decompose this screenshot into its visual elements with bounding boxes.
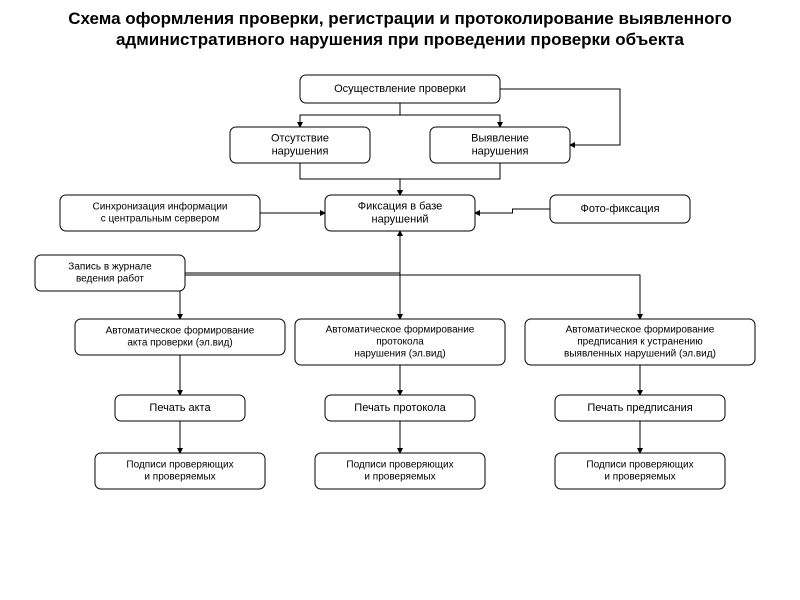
node-label: Фото-фиксация	[580, 202, 659, 214]
node-label: Отсутствие	[271, 132, 329, 144]
node-label: Подписи проверяющих	[346, 459, 453, 470]
node-label: Выявление	[471, 132, 529, 144]
flow-node-n5: Синхронизация информациис центральным се…	[60, 195, 260, 231]
edge	[300, 103, 400, 127]
flow-node-n2: Отсутствиенарушения	[230, 127, 370, 163]
node-label: Запись в журнале	[68, 261, 152, 272]
flow-node-n14: Подписи проверяющихи проверяемых	[95, 453, 265, 489]
flow-node-n8: Автоматическое формированиеакта проверки…	[75, 319, 285, 355]
nodes-layer: Осуществление проверкиОтсутствиенарушени…	[35, 75, 755, 489]
node-label: и проверяемых	[144, 471, 215, 482]
edge	[400, 103, 500, 127]
node-label: нарушения	[272, 145, 329, 157]
node-label: Подписи проверяющих	[126, 459, 233, 470]
flow-node-n7: Запись в журналеведения работ	[35, 255, 185, 291]
flow-node-n13: Печать предписания	[555, 395, 725, 421]
node-label: нарушения (эл.вид)	[354, 348, 445, 359]
node-label: Автоматическое формирование	[106, 324, 255, 336]
node-label: Автоматическое формирование	[566, 323, 715, 335]
node-label: Автоматическое формирование	[326, 323, 475, 335]
edge	[180, 231, 400, 319]
edge	[300, 163, 400, 195]
flow-node-n11: Печать акта	[115, 395, 245, 421]
flow-node-n4: Фиксация в базенарушений	[325, 195, 475, 231]
node-label: Осуществление проверки	[334, 82, 466, 94]
node-label: Фиксация в базе	[358, 200, 443, 212]
edge	[475, 209, 550, 213]
node-label: нарушения	[472, 145, 529, 157]
flow-node-n12: Печать протокола	[325, 395, 475, 421]
node-label: и проверяемых	[364, 471, 435, 482]
node-label: ведения работ	[76, 272, 144, 284]
flow-node-n6: Фото-фиксация	[550, 195, 690, 223]
node-label: Печать акта	[149, 401, 211, 413]
node-label: предписания к устранению	[577, 336, 703, 347]
node-label: Печать протокола	[354, 401, 446, 413]
edge	[400, 231, 640, 319]
node-label: и проверяемых	[604, 471, 675, 482]
flow-node-n16: Подписи проверяющихи проверяемых	[555, 453, 725, 489]
flow-node-n10: Автоматическое формированиепредписания к…	[525, 319, 755, 365]
node-label: выявленных нарушений (эл.вид)	[564, 348, 716, 359]
flow-node-n15: Подписи проверяющихи проверяемых	[315, 453, 485, 489]
flowchart-canvas: Осуществление проверкиОтсутствиенарушени…	[0, 55, 800, 555]
node-label: Синхронизация информации	[92, 200, 227, 212]
flow-node-n3: Выявлениенарушения	[430, 127, 570, 163]
edge	[185, 231, 400, 273]
node-label: протокола	[376, 336, 424, 347]
flow-node-n1: Осуществление проверки	[300, 75, 500, 103]
node-label: нарушений	[372, 213, 429, 225]
node-label: с центральным сервером	[101, 213, 220, 224]
node-label: акта проверки (эл.вид)	[127, 337, 232, 348]
node-label: Печать предписания	[587, 401, 692, 413]
edge	[400, 163, 500, 195]
flow-node-n9: Автоматическое формированиепротоколанару…	[295, 319, 505, 365]
page-title: Схема оформления проверки, регистрации и…	[0, 0, 800, 55]
node-label: Подписи проверяющих	[586, 459, 693, 470]
